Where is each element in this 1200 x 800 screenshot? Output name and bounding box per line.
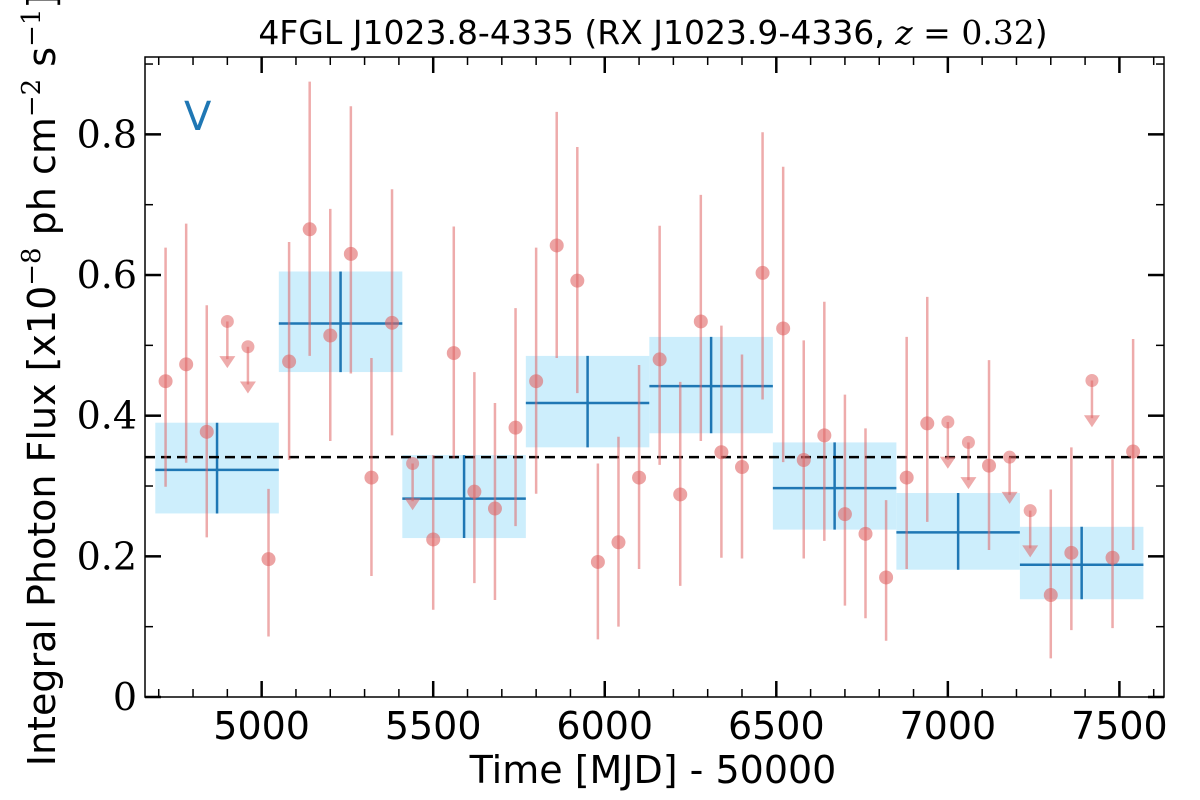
upper-limit-point [220, 314, 234, 328]
data-point [179, 357, 194, 372]
data-point [632, 470, 647, 485]
upper-limit-arrow [219, 356, 236, 369]
data-point [920, 416, 935, 431]
upper-limit-arrow [960, 477, 977, 490]
data-point [673, 487, 688, 502]
data-point [199, 424, 214, 439]
data-point [467, 484, 482, 499]
x-tick-label: 7500 [1071, 704, 1168, 748]
long-bins-layer [155, 271, 1144, 600]
data-point [755, 265, 770, 280]
y-tick-label: 0.6 [77, 253, 137, 297]
upper-limit-point [1003, 450, 1017, 464]
chart-title: 4FGL J1023.8-4335 (RX J1023.9-4336, z = … [258, 13, 1047, 52]
x-axis-label: Time [MJD] - 50000 [469, 748, 837, 792]
data-point [734, 460, 749, 475]
data-point [776, 321, 791, 336]
plot-frame [144, 56, 1165, 698]
data-point [570, 273, 585, 288]
data-point [652, 352, 667, 367]
data-point [1105, 550, 1120, 565]
upper-limit-point [961, 435, 975, 449]
data-point [282, 354, 297, 369]
data-point [302, 222, 317, 237]
data-point [364, 470, 379, 485]
x-tick-label: 5000 [213, 704, 310, 748]
upper-limit-arrow [1083, 415, 1100, 428]
x-tick-label: 5500 [385, 704, 482, 748]
upper-limit-point [406, 457, 420, 471]
data-point [1126, 444, 1141, 459]
data-point [261, 552, 276, 567]
data-point [714, 445, 729, 460]
data-point [508, 420, 523, 435]
y-tick-label: 0.2 [77, 534, 137, 578]
axes-layer: 5000 5500 6000 6500 7000 7500 0 0.2 0.4 0.6 0.8 [77, 56, 1168, 748]
upper-limit-arrow [939, 456, 956, 469]
upper-limit-point [1023, 504, 1037, 518]
y-tick-label: 0 [113, 675, 137, 719]
data-point [343, 246, 358, 261]
data-point [858, 526, 873, 541]
data-point [1064, 545, 1079, 560]
x-tick-label: 6000 [556, 704, 653, 748]
panel-label: V [184, 94, 212, 140]
upper-limit-point [1085, 374, 1099, 388]
y-axis-label: Integral Photon Flux [x10−8 ph cm−2 s−1] [17, 0, 64, 766]
y-tick-label: 0.4 [77, 394, 137, 438]
upper-limit-arrow [1022, 545, 1039, 558]
data-point [158, 374, 173, 389]
data-point [837, 507, 852, 522]
data-point [385, 315, 400, 330]
x-tick-label: 7000 [899, 704, 996, 748]
data-point [693, 314, 708, 329]
upper-limit-point [241, 340, 255, 354]
data-point [1043, 588, 1058, 603]
upper-limit-arrow [1001, 491, 1018, 504]
upper-limit-arrow [239, 381, 256, 394]
data-point [796, 452, 811, 467]
data-point [879, 570, 894, 585]
data-point [899, 470, 914, 485]
data-point [529, 374, 544, 389]
upper-limit-arrow [404, 498, 421, 511]
data-point [611, 535, 626, 550]
y-tick-label: 0.8 [77, 112, 137, 156]
data-point [817, 428, 832, 443]
data-point [982, 458, 997, 473]
short-bins-layer [158, 81, 1141, 659]
data-point [446, 346, 461, 361]
data-point [487, 501, 502, 516]
data-point [323, 328, 338, 343]
data-point [549, 238, 564, 253]
data-point [426, 532, 441, 547]
upper-limit-point [941, 415, 955, 429]
data-point [590, 554, 605, 569]
x-tick-label: 6500 [728, 704, 825, 748]
